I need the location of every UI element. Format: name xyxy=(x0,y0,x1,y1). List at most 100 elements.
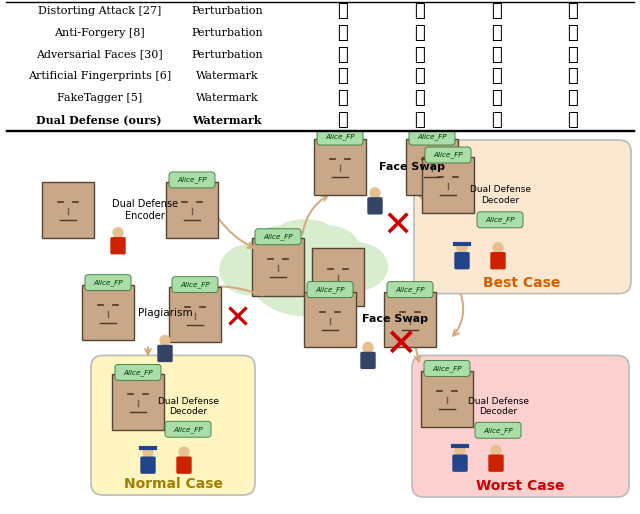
Text: Worst Case: Worst Case xyxy=(476,479,564,493)
Bar xyxy=(314,139,366,195)
Text: Alice_FP: Alice_FP xyxy=(173,426,203,433)
Text: Adversarial Faces [30]: Adversarial Faces [30] xyxy=(36,50,163,60)
Bar xyxy=(82,285,134,340)
Text: ✓: ✓ xyxy=(337,46,348,64)
Text: Alice_FP: Alice_FP xyxy=(123,369,153,376)
Text: Perturbation: Perturbation xyxy=(191,28,263,38)
FancyBboxPatch shape xyxy=(85,274,131,290)
Text: ✓: ✓ xyxy=(491,67,501,85)
Text: Dual Defense
Decoder: Dual Defense Decoder xyxy=(467,397,529,416)
Text: ✗: ✗ xyxy=(568,24,578,42)
FancyBboxPatch shape xyxy=(158,345,172,361)
FancyBboxPatch shape xyxy=(177,457,191,473)
Circle shape xyxy=(179,447,189,457)
Text: Alice_FP: Alice_FP xyxy=(325,134,355,140)
Circle shape xyxy=(370,188,380,198)
FancyBboxPatch shape xyxy=(412,356,629,497)
Text: ✓: ✓ xyxy=(414,24,424,42)
Bar xyxy=(312,248,364,306)
FancyBboxPatch shape xyxy=(165,421,211,437)
Text: ✗: ✗ xyxy=(414,2,424,20)
Text: Distorting Attack [27]: Distorting Attack [27] xyxy=(38,6,161,16)
Bar xyxy=(112,374,164,430)
FancyBboxPatch shape xyxy=(409,129,455,145)
Circle shape xyxy=(143,447,153,457)
Text: Watermark: Watermark xyxy=(196,94,259,103)
Text: Perturbation: Perturbation xyxy=(191,50,263,60)
Text: Alice_FP: Alice_FP xyxy=(395,286,425,293)
Text: Alice_FP: Alice_FP xyxy=(483,427,513,434)
FancyBboxPatch shape xyxy=(455,253,469,269)
Bar xyxy=(42,182,94,238)
FancyBboxPatch shape xyxy=(424,360,470,376)
Ellipse shape xyxy=(250,238,360,316)
FancyBboxPatch shape xyxy=(425,147,471,163)
Text: Dual Defense
Encoder: Dual Defense Encoder xyxy=(112,199,178,221)
Text: ✗: ✗ xyxy=(414,67,424,85)
Circle shape xyxy=(491,445,501,455)
Ellipse shape xyxy=(275,220,335,250)
FancyBboxPatch shape xyxy=(169,172,215,188)
Text: Alice_FP: Alice_FP xyxy=(417,134,447,140)
Text: Dual Defense
Decoder: Dual Defense Decoder xyxy=(157,397,218,416)
Text: Anti-Forgery [8]: Anti-Forgery [8] xyxy=(54,28,145,38)
Text: ✓: ✓ xyxy=(568,89,578,107)
Text: ✕: ✕ xyxy=(224,302,252,335)
Circle shape xyxy=(457,243,467,253)
Text: Dual Defense
Decoder: Dual Defense Decoder xyxy=(470,185,531,205)
FancyBboxPatch shape xyxy=(477,212,523,228)
Text: ✗: ✗ xyxy=(491,2,501,20)
Bar xyxy=(421,372,473,427)
Text: Alice_FP: Alice_FP xyxy=(177,176,207,183)
Ellipse shape xyxy=(220,245,280,295)
Text: ✕: ✕ xyxy=(383,210,413,244)
FancyBboxPatch shape xyxy=(361,353,375,369)
Text: Dual Defense (ours): Dual Defense (ours) xyxy=(36,115,162,125)
Text: Alice_FP: Alice_FP xyxy=(433,152,463,158)
Ellipse shape xyxy=(292,226,358,264)
Ellipse shape xyxy=(315,237,365,269)
Text: Alice_FP: Alice_FP xyxy=(93,279,123,286)
FancyBboxPatch shape xyxy=(111,238,125,254)
Bar xyxy=(166,182,218,238)
FancyBboxPatch shape xyxy=(255,229,301,245)
Text: ✓: ✓ xyxy=(337,111,348,129)
Ellipse shape xyxy=(250,226,320,268)
Text: ✓: ✓ xyxy=(337,24,348,42)
Text: ✗: ✗ xyxy=(568,2,578,20)
Circle shape xyxy=(493,243,503,253)
Text: Perturbation: Perturbation xyxy=(191,6,263,16)
Bar xyxy=(384,291,436,347)
Ellipse shape xyxy=(245,240,295,274)
Text: Face Swap: Face Swap xyxy=(379,162,445,172)
FancyBboxPatch shape xyxy=(91,356,255,495)
Text: Watermark: Watermark xyxy=(193,115,262,125)
Text: ✓: ✓ xyxy=(491,111,501,129)
Bar xyxy=(422,157,474,213)
FancyBboxPatch shape xyxy=(368,198,382,214)
Text: ✗: ✗ xyxy=(491,46,501,64)
Text: ✓: ✓ xyxy=(568,67,578,85)
Text: ✗: ✗ xyxy=(337,89,348,107)
Text: ✗: ✗ xyxy=(414,89,424,107)
Bar xyxy=(252,238,304,296)
Text: Normal Case: Normal Case xyxy=(124,477,223,491)
Text: ✗: ✗ xyxy=(337,67,348,85)
Text: Alice_FP: Alice_FP xyxy=(263,233,293,240)
FancyBboxPatch shape xyxy=(317,129,363,145)
Text: ✓: ✓ xyxy=(491,89,501,107)
FancyBboxPatch shape xyxy=(387,282,433,298)
FancyBboxPatch shape xyxy=(172,277,218,292)
Text: ✗: ✗ xyxy=(568,46,578,64)
Ellipse shape xyxy=(323,243,387,290)
FancyBboxPatch shape xyxy=(475,423,521,438)
FancyBboxPatch shape xyxy=(307,282,353,298)
Circle shape xyxy=(363,342,373,353)
Text: Alice_FP: Alice_FP xyxy=(432,365,462,372)
FancyBboxPatch shape xyxy=(453,455,467,471)
FancyBboxPatch shape xyxy=(141,457,155,473)
FancyBboxPatch shape xyxy=(115,364,161,380)
Text: Alice_FP: Alice_FP xyxy=(315,286,345,293)
Text: ✓: ✓ xyxy=(414,46,424,64)
Bar xyxy=(304,291,356,347)
